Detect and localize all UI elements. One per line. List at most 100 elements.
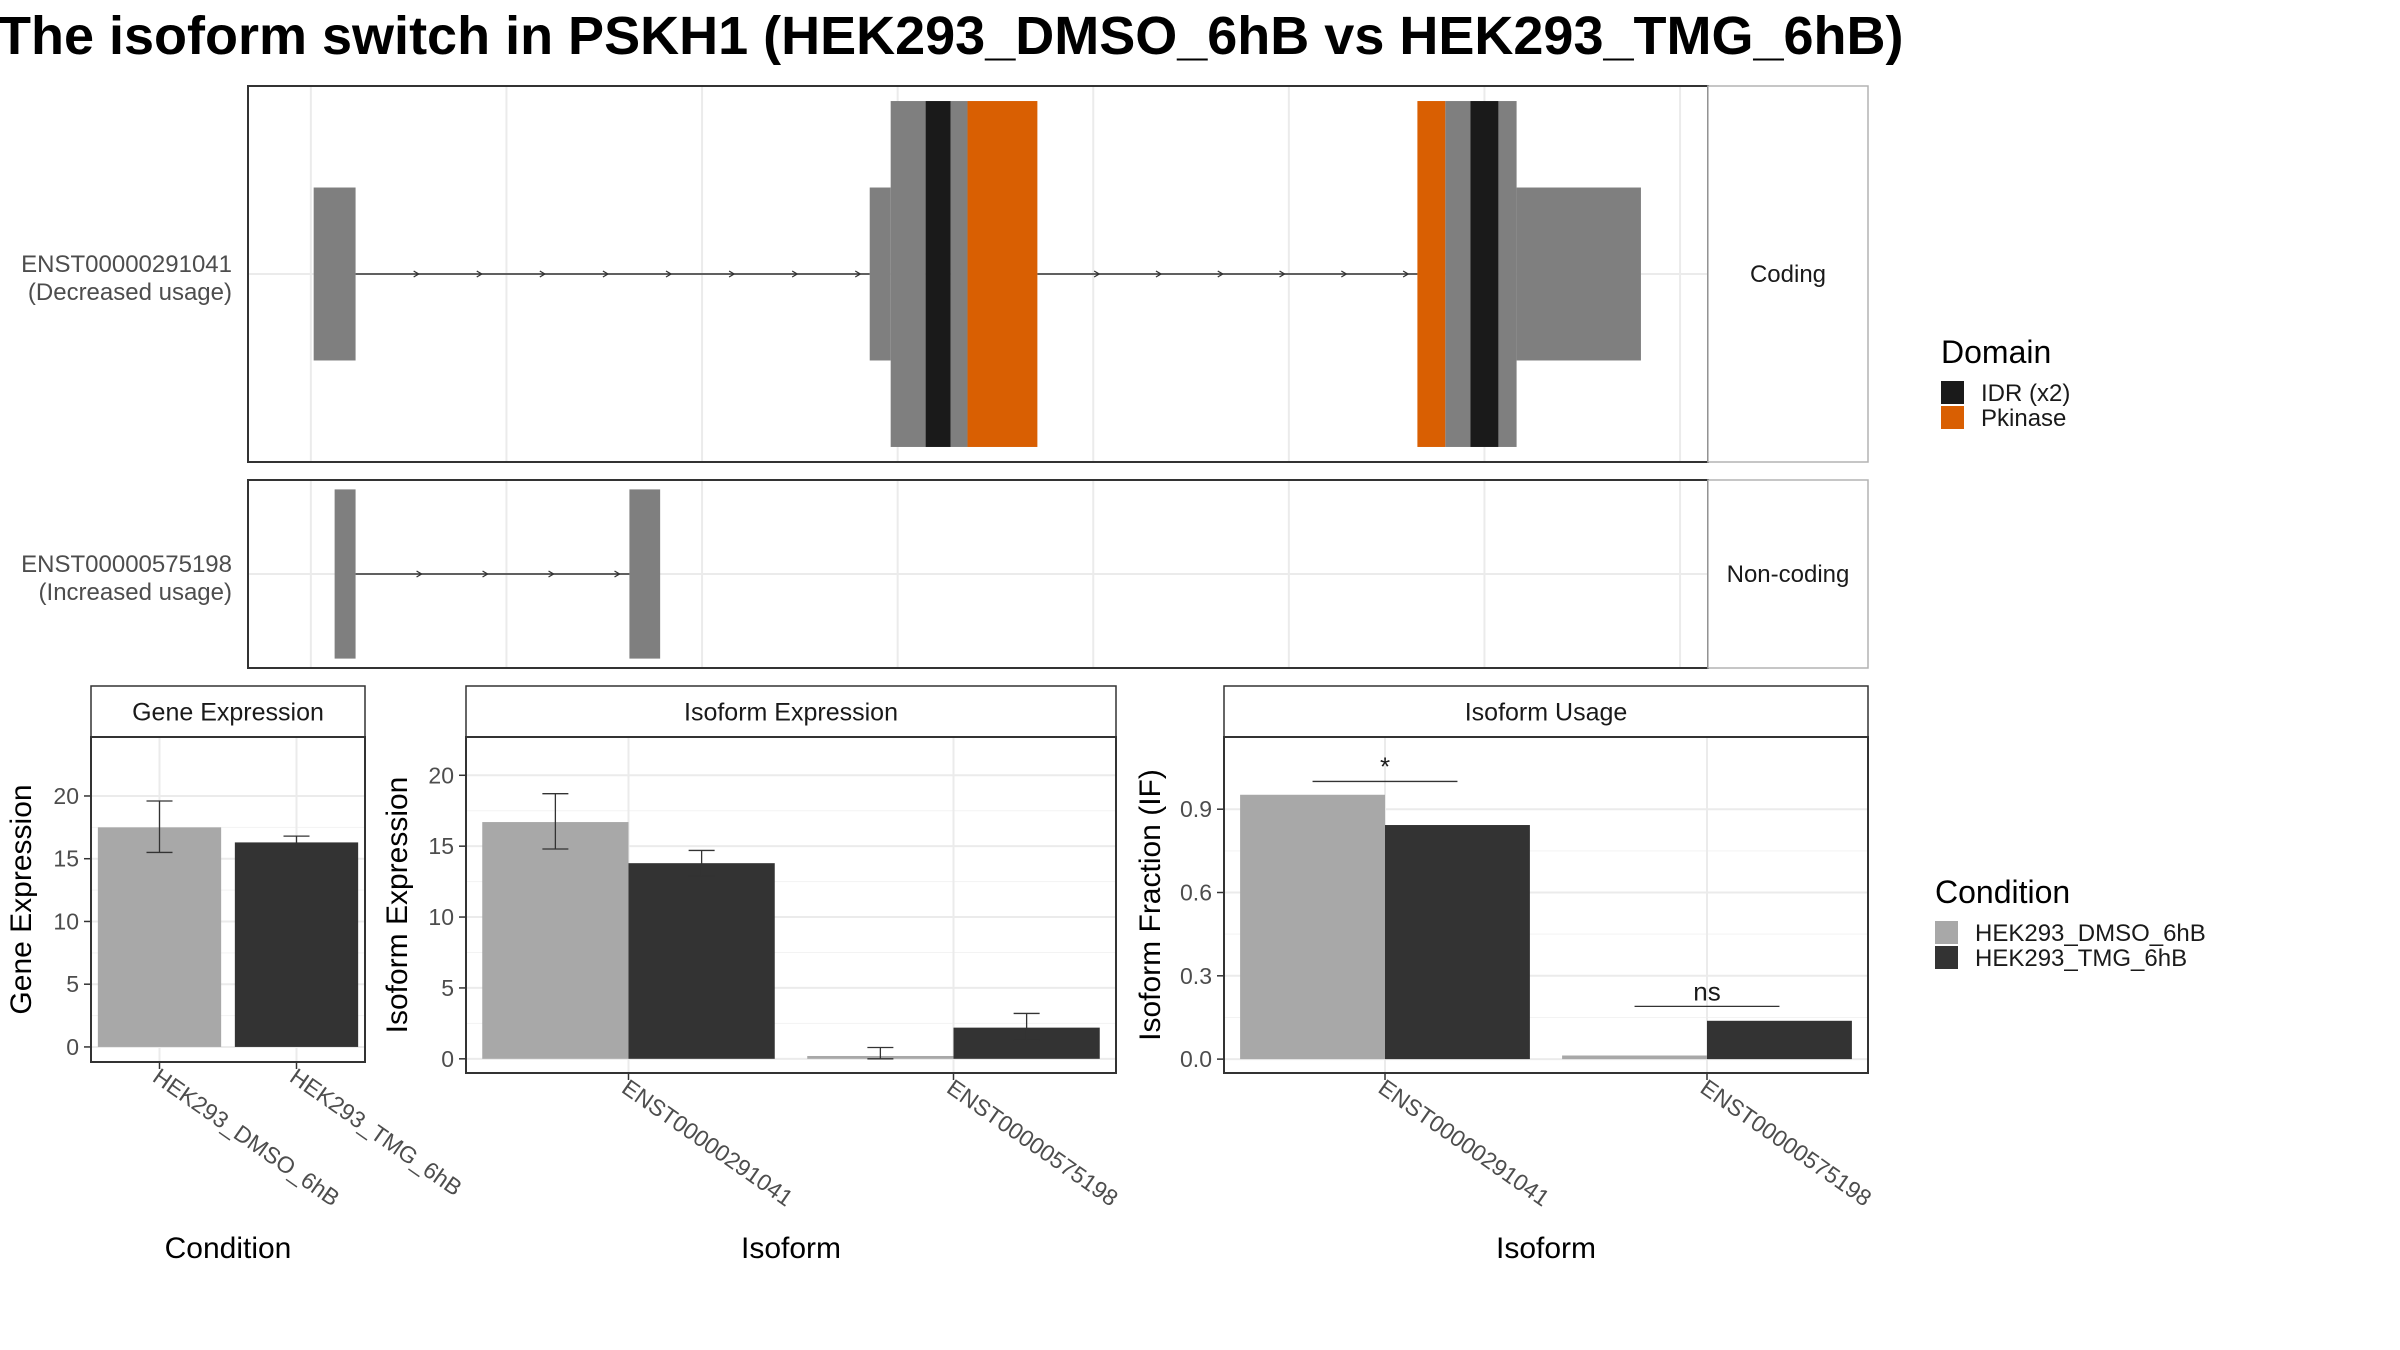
intron-arrow: [1093, 270, 1101, 278]
legend-label: IDR (x2): [1981, 380, 2070, 407]
panel-border: [1223, 736, 1869, 1074]
intron-arrow: [614, 570, 621, 578]
panel-strip-label: Isoform Expression: [684, 699, 898, 727]
legend-label: Pkinase: [1981, 405, 2066, 432]
track-strip-label: Non-coding: [1727, 561, 1850, 588]
pkinase-domain: [1417, 101, 1446, 447]
legend-swatch: [1935, 946, 1958, 969]
domain-legend: Domain IDR (x2)Pkinase: [1941, 334, 2070, 432]
bar: [1385, 825, 1530, 1060]
track-strip: [1707, 85, 1869, 463]
x-axis-title: Isoform: [1496, 1232, 1596, 1265]
y-tick-label: 10: [428, 904, 454, 930]
exon: [1445, 101, 1471, 447]
panel-border: [465, 736, 1117, 1074]
exon: [313, 187, 356, 361]
gene-structure-plot: Coding ENST00000291041(Decreased usage) No…: [21, 85, 1869, 669]
intron-arrow: [539, 270, 547, 278]
intron-arrow: [1155, 270, 1163, 278]
transcript-label: ENST00000291041: [21, 251, 232, 278]
intron-arrow: [548, 570, 555, 578]
x-tick-label: ENST00000575198: [1696, 1074, 1876, 1211]
y-tick-label: 15: [428, 833, 454, 859]
x-tick-label: ENST00000291041: [1374, 1074, 1554, 1211]
legend-title: Domain: [1941, 334, 2051, 370]
y-tick-label: 0.9: [1180, 796, 1212, 822]
intron-arrow: [1279, 270, 1286, 278]
intron-arrow: [728, 270, 736, 278]
legend-swatch: [1935, 921, 1958, 944]
error-bar: [542, 793, 569, 850]
intron-arrow: [476, 270, 484, 278]
x-tick-label: ENST00000575198: [942, 1074, 1122, 1211]
error-bar: [867, 1046, 894, 1060]
y-tick-label: 0.6: [1180, 880, 1212, 906]
exon: [950, 101, 968, 447]
error-bar: [1013, 1012, 1040, 1042]
track-strip-label: Coding: [1750, 261, 1826, 288]
legend-label: HEK293_DMSO_6hB: [1975, 920, 2206, 947]
x-axis-title: Condition: [165, 1232, 292, 1265]
intron-arrow: [413, 270, 420, 278]
y-axis-title: Isoform Expression: [381, 777, 414, 1034]
bar: [234, 842, 359, 1047]
bar: [97, 827, 222, 1047]
x-axis-title: Isoform: [741, 1232, 841, 1265]
y-tick-label: 15: [53, 846, 79, 872]
track-strip: [1707, 479, 1869, 669]
transcript-label: ENST00000575198: [21, 551, 232, 578]
legend-label: HEK293_TMG_6hB: [1975, 945, 2187, 972]
error-bar: [146, 800, 173, 854]
y-axis-title: Isoform Fraction (IF): [1134, 769, 1167, 1041]
panel-border: [90, 736, 366, 1063]
legend-swatch: [1941, 406, 1964, 429]
y-axis-title: Gene Expression: [5, 784, 38, 1014]
intron-arrow: [665, 270, 673, 278]
exon: [334, 489, 356, 659]
exon: [629, 489, 661, 659]
intron-arrow: [1341, 270, 1348, 278]
error-bar: [283, 835, 310, 850]
legend-swatch: [1941, 381, 1964, 404]
intron-arrow: [791, 270, 799, 278]
bar: [628, 863, 775, 1059]
idr-domain: [1470, 101, 1499, 447]
legend-title: Condition: [1935, 874, 2070, 910]
panel-strip: [465, 685, 1117, 738]
bar: [482, 822, 629, 1059]
bar: [1240, 794, 1385, 1060]
y-tick-label: 20: [428, 762, 454, 788]
panel-strip-label: Isoform Usage: [1465, 699, 1628, 727]
error-bar: [688, 849, 715, 877]
significance-label: *: [1380, 751, 1390, 781]
y-tick-label: 5: [441, 975, 454, 1001]
panel-strip: [90, 685, 366, 738]
intron-arrow: [854, 270, 862, 278]
idr-domain: [925, 101, 951, 447]
isoform-expression-panel: Isoform Expression 0 5 10 15 20 ENST0000029104…: [381, 685, 1123, 1265]
intron-arrow: [602, 270, 610, 278]
bar: [1707, 1020, 1852, 1060]
isoform-usage-panel: Isoform Usage * ns 0.0 0.3 0.6 0.9 ENST00000291…: [1134, 685, 1876, 1265]
significance-label: ns: [1693, 976, 1720, 1006]
y-tick-label: 5: [66, 971, 79, 997]
panel-strip-label: Gene Expression: [132, 699, 324, 727]
bar: [1562, 1055, 1707, 1060]
intron-arrow: [1217, 270, 1225, 278]
exon: [869, 187, 891, 361]
intron-arrow: [416, 570, 423, 578]
transcript-usage-label: (Increased usage): [39, 579, 232, 606]
y-tick-label: 0.3: [1180, 963, 1212, 989]
exon: [1498, 101, 1517, 447]
pkinase-domain: [967, 101, 1038, 447]
y-tick-label: 10: [53, 908, 79, 934]
exon: [890, 101, 926, 447]
transcript-usage-label: (Decreased usage): [28, 279, 232, 306]
exon: [1516, 187, 1641, 361]
figure-title: The isoform switch in PSKH1 (HEK293_DMSO…: [0, 6, 1904, 66]
y-tick-label: 0: [441, 1046, 454, 1072]
intron-arrow: [482, 570, 489, 578]
y-tick-label: 0: [66, 1034, 79, 1060]
